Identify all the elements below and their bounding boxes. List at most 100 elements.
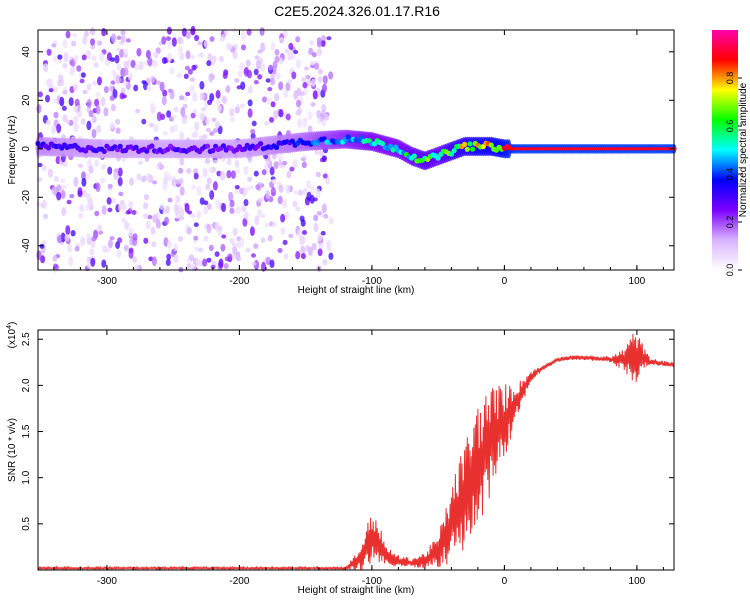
noise-blob <box>273 110 279 120</box>
noise-blob <box>143 202 149 210</box>
noise-blob <box>251 253 256 258</box>
colorbar: 0.0 0.2 0.4 0.6 0.8 Normalized spectral ampl… <box>712 30 749 276</box>
noise-blob <box>304 66 309 71</box>
noise-blob <box>94 210 100 217</box>
noise-blob <box>51 43 57 48</box>
noise-blob <box>283 253 289 260</box>
noise-blob <box>315 188 321 199</box>
noise-blob <box>51 124 57 135</box>
noise-blob <box>267 234 273 242</box>
noise-blob <box>91 115 97 124</box>
noise-blob <box>282 160 288 166</box>
noise-blob <box>220 243 226 252</box>
noise-blob <box>63 52 69 63</box>
snr-x-tick-label: 100 <box>629 576 646 587</box>
noise-blob <box>236 255 242 262</box>
noise-blob <box>280 227 286 235</box>
noise-blob <box>257 209 263 218</box>
noise-blob <box>311 52 317 58</box>
noise-blob <box>159 81 165 92</box>
noise-blob <box>165 259 171 266</box>
noise-blob <box>283 90 289 99</box>
spectrogram-y-label: Frequency (Hz) <box>7 116 18 185</box>
noise-blob <box>194 34 200 42</box>
ridge-point <box>470 146 476 152</box>
noise-blob <box>190 112 196 119</box>
noise-blob <box>177 36 183 44</box>
noise-blob <box>247 69 252 79</box>
colorbar-tick-label: 0.4 <box>725 168 735 181</box>
noise-blob <box>295 36 301 43</box>
noise-blob <box>194 246 200 252</box>
noise-blob <box>97 76 102 86</box>
noise-blob <box>202 168 208 178</box>
noise-blob <box>203 206 209 215</box>
noise-blob <box>318 149 324 157</box>
noise-blob <box>268 64 274 71</box>
spectrogram-x-tick-label: -100 <box>362 276 382 287</box>
noise-blob <box>62 62 68 69</box>
noise-blob <box>68 97 74 107</box>
noise-blob <box>43 213 49 220</box>
noise-blob <box>113 169 119 180</box>
noise-blob <box>322 173 328 179</box>
noise-blob <box>137 160 143 165</box>
noise-blob <box>282 239 288 246</box>
noise-blob <box>123 245 129 251</box>
noise-blob <box>226 170 232 179</box>
noise-blob <box>216 104 222 113</box>
noise-blob <box>141 80 147 85</box>
spectrogram-x-tick-label: 100 <box>629 276 646 287</box>
noise-blob <box>138 61 144 71</box>
noise-blob <box>193 172 199 180</box>
noise-blob <box>36 201 42 208</box>
noise-blob <box>269 166 275 176</box>
noise-blob <box>234 159 240 168</box>
noise-blob <box>311 242 317 251</box>
noise-blob <box>295 206 301 212</box>
noise-blob <box>152 180 158 185</box>
noise-blob <box>147 57 153 67</box>
noise-blob <box>254 215 260 226</box>
colorbar-ticks: 0.0 0.2 0.4 0.6 0.8 <box>725 72 742 276</box>
snr-frame <box>37 329 675 571</box>
noise-blob <box>245 59 251 67</box>
noise-blob <box>62 114 68 122</box>
noise-blob <box>67 243 73 253</box>
noise-blob <box>196 210 202 220</box>
spectrogram-y-tick-label: 40 <box>21 46 32 58</box>
noise-blob <box>261 261 266 272</box>
noise-blob <box>293 50 299 54</box>
noise-blob <box>166 253 172 261</box>
noise-blob <box>249 185 255 190</box>
noise-blob <box>269 117 274 123</box>
noise-blob <box>231 242 237 248</box>
noise-blob <box>79 204 85 212</box>
noise-blob <box>62 39 68 49</box>
spectrogram-marks <box>35 25 677 273</box>
noise-blob <box>161 95 167 106</box>
noise-blob <box>309 60 315 66</box>
noise-blob <box>88 110 94 118</box>
noise-blob <box>241 205 247 213</box>
noise-blob <box>72 32 78 38</box>
noise-blob <box>93 62 99 68</box>
noise-blob <box>76 65 82 72</box>
noise-blob <box>257 74 263 80</box>
noise-blob <box>277 160 283 166</box>
noise-blob <box>234 78 240 83</box>
colorbar-tick-label: 0.8 <box>725 72 735 85</box>
snr-x-tick-label: -200 <box>229 576 249 587</box>
noise-blob <box>90 38 95 46</box>
noise-blob <box>156 80 161 85</box>
noise-blob <box>36 250 42 261</box>
noise-blob <box>162 130 168 136</box>
noise-blob <box>78 212 84 219</box>
noise-blob <box>206 60 212 67</box>
noise-blob <box>326 239 331 249</box>
noise-blob <box>205 117 211 126</box>
noise-blob <box>102 245 108 254</box>
noise-blob <box>255 184 261 191</box>
noise-blob <box>69 194 75 199</box>
noise-blob <box>136 47 142 57</box>
